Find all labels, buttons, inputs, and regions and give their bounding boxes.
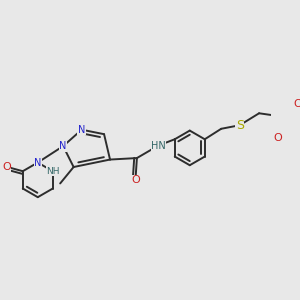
- Text: O: O: [131, 176, 140, 185]
- Text: N: N: [59, 141, 67, 151]
- Text: S: S: [236, 119, 244, 132]
- Text: O: O: [2, 162, 11, 172]
- Text: O: O: [293, 99, 300, 109]
- Text: N: N: [34, 158, 41, 167]
- Text: O: O: [273, 133, 282, 143]
- Text: N: N: [78, 125, 85, 135]
- Text: NH: NH: [46, 167, 59, 176]
- Text: HN: HN: [151, 140, 166, 151]
